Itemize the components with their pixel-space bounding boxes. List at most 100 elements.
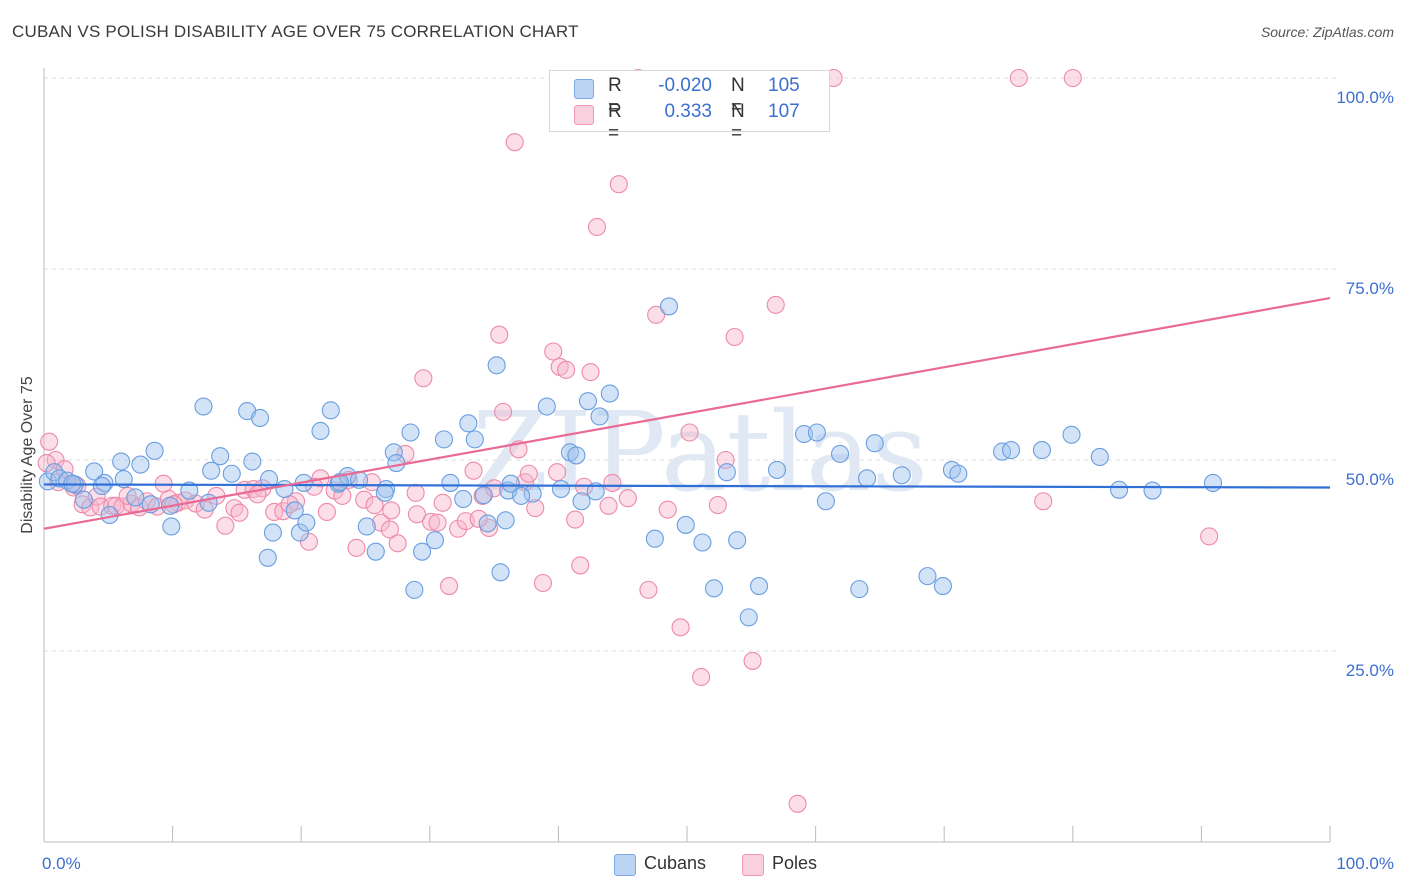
point-poles bbox=[766, 295, 785, 314]
point-poles bbox=[544, 342, 563, 361]
point-poles bbox=[566, 510, 585, 529]
point-poles bbox=[407, 505, 426, 524]
point-cubans bbox=[401, 423, 420, 442]
point-cubans bbox=[474, 486, 493, 505]
point-poles bbox=[40, 432, 59, 451]
point-cubans bbox=[676, 515, 695, 534]
point-cubans bbox=[112, 452, 131, 471]
point-cubans bbox=[180, 481, 199, 500]
point-cubans bbox=[330, 473, 349, 492]
point-cubans bbox=[263, 523, 282, 542]
chart-title: CUBAN VS POLISH DISABILITY AGE OVER 75 C… bbox=[12, 22, 579, 41]
point-cubans bbox=[454, 489, 473, 509]
point-cubans bbox=[1032, 441, 1051, 460]
point-cubans bbox=[375, 483, 394, 502]
point-poles bbox=[37, 454, 56, 473]
point-cubans bbox=[586, 482, 605, 501]
point-cubans bbox=[126, 488, 145, 507]
point-cubans bbox=[145, 441, 164, 460]
point-poles bbox=[414, 369, 433, 388]
point-poles bbox=[743, 651, 762, 670]
point-cubans bbox=[1090, 447, 1109, 466]
point-cubans bbox=[578, 392, 598, 411]
point-cubans bbox=[572, 492, 591, 511]
point-poles bbox=[658, 500, 677, 519]
point-poles bbox=[433, 493, 452, 512]
legend-swatch-poles bbox=[742, 854, 764, 876]
legend-label-poles: Poles bbox=[772, 853, 818, 873]
legend-r-value: 0.333 bbox=[664, 101, 712, 122]
point-poles bbox=[548, 463, 567, 482]
point-poles bbox=[494, 402, 513, 421]
trend-line-cubans bbox=[43, 483, 1331, 489]
point-poles bbox=[464, 461, 483, 480]
legend-r-label: R = bbox=[608, 101, 622, 144]
point-poles bbox=[603, 473, 622, 492]
point-cubans bbox=[321, 401, 340, 420]
point-poles bbox=[230, 503, 249, 522]
point-poles bbox=[305, 477, 324, 496]
x-tick-label: 0.0% bbox=[42, 854, 81, 873]
point-poles bbox=[533, 573, 553, 593]
trend-line-poles bbox=[43, 296, 1331, 530]
point-poles bbox=[587, 217, 607, 237]
point-cubans bbox=[441, 473, 460, 492]
correlation-legend: R = -0.020 N = 105 R = 0.333 N = 107 bbox=[549, 70, 830, 144]
point-poles bbox=[365, 496, 384, 515]
point-cubans bbox=[749, 577, 769, 596]
point-cubans bbox=[357, 517, 376, 536]
point-poles bbox=[708, 496, 727, 515]
point-poles bbox=[388, 534, 407, 553]
point-cubans bbox=[1143, 481, 1162, 500]
point-poles bbox=[440, 577, 459, 596]
point-poles bbox=[81, 498, 100, 517]
point-cubans bbox=[275, 479, 294, 499]
point-poles bbox=[557, 360, 576, 379]
point-poles bbox=[216, 516, 235, 535]
point-poles bbox=[639, 580, 658, 599]
point-cubans bbox=[850, 580, 869, 599]
point-cubans bbox=[211, 447, 230, 466]
point-poles bbox=[618, 489, 637, 508]
watermark: ZIPatlas bbox=[472, 388, 928, 516]
point-cubans bbox=[95, 473, 114, 492]
point-cubans bbox=[739, 608, 758, 627]
point-cubans bbox=[1203, 473, 1223, 492]
point-cubans bbox=[131, 455, 150, 474]
point-cubans bbox=[194, 397, 213, 416]
point-cubans bbox=[85, 462, 104, 481]
point-poles bbox=[725, 327, 744, 347]
point-poles bbox=[505, 133, 524, 152]
point-cubans bbox=[202, 461, 221, 480]
point-poles bbox=[449, 519, 468, 538]
point-cubans bbox=[728, 531, 747, 550]
gridlines bbox=[44, 77, 1336, 652]
point-poles bbox=[671, 618, 690, 637]
legend-swatch-cubans bbox=[574, 79, 594, 99]
point-cubans bbox=[491, 563, 510, 582]
point-cubans bbox=[496, 511, 515, 530]
point-poles bbox=[680, 423, 699, 442]
point-cubans bbox=[1110, 480, 1129, 499]
y-tick-label: 75.0% bbox=[1346, 279, 1394, 298]
point-cubans bbox=[199, 493, 218, 512]
point-poles bbox=[490, 325, 509, 344]
point-poles bbox=[118, 486, 137, 505]
point-cubans bbox=[366, 542, 385, 561]
point-poles bbox=[382, 501, 401, 520]
legend-n-value: 105 bbox=[768, 75, 800, 96]
point-cubans bbox=[704, 579, 724, 598]
point-poles bbox=[380, 520, 399, 539]
point-poles bbox=[485, 479, 504, 498]
series-cubans bbox=[38, 297, 1223, 627]
trend-lines bbox=[43, 296, 1331, 530]
point-cubans bbox=[567, 446, 586, 465]
point-cubans bbox=[487, 356, 506, 375]
point-cubans bbox=[413, 542, 432, 561]
point-cubans bbox=[918, 567, 937, 586]
point-cubans bbox=[258, 548, 277, 567]
point-poles bbox=[106, 496, 126, 515]
point-cubans bbox=[693, 533, 712, 552]
point-cubans bbox=[590, 407, 609, 426]
